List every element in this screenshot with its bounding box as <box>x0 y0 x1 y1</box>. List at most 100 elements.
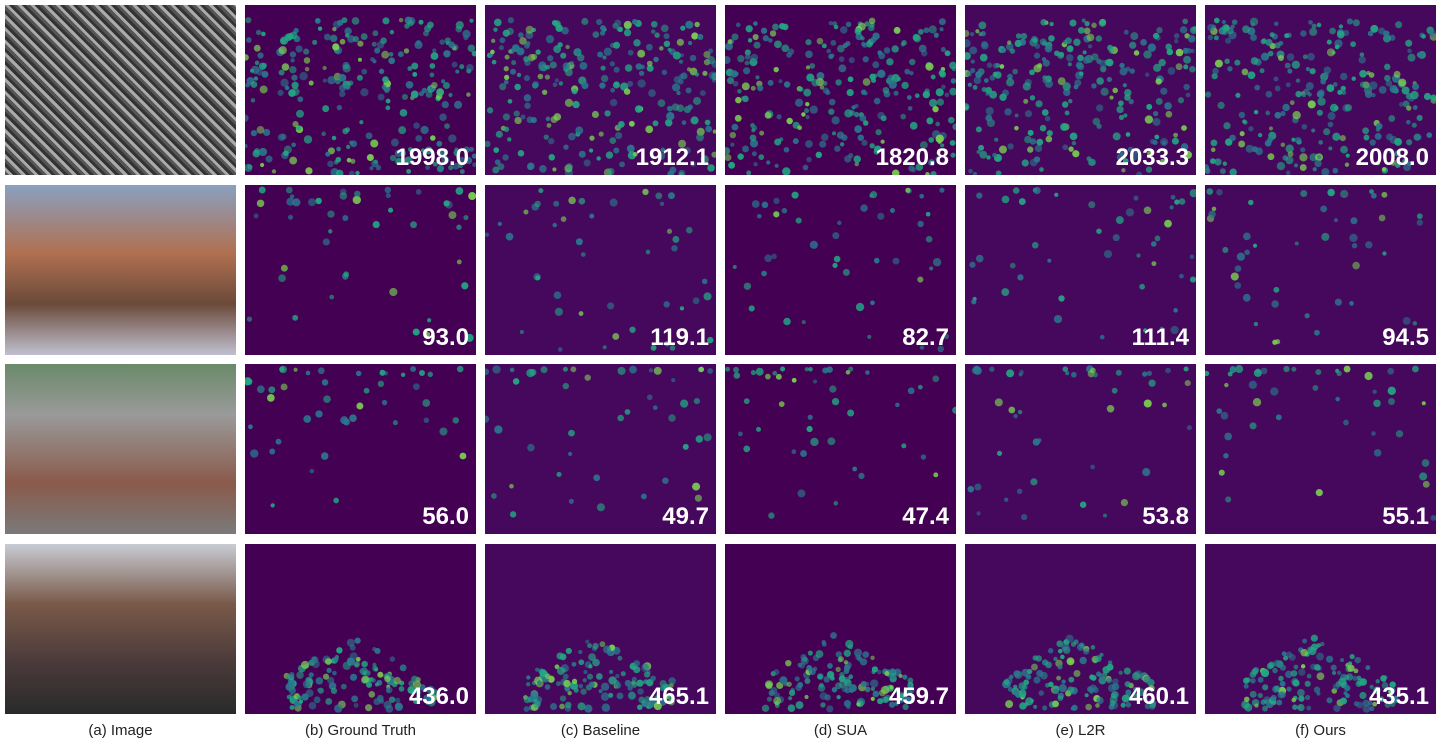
density-blob <box>1352 261 1360 270</box>
density-blob <box>650 345 657 351</box>
density-blob <box>1308 646 1317 656</box>
density-blob <box>641 663 650 672</box>
density-blob <box>792 138 799 145</box>
density-blob <box>419 684 426 691</box>
density-blob <box>1316 22 1322 28</box>
density-blob <box>250 81 258 88</box>
density-blob <box>901 443 907 449</box>
density-blob <box>411 675 419 683</box>
density-blob <box>628 691 636 699</box>
density-blob <box>872 690 880 698</box>
density-blob <box>805 39 812 46</box>
density-blob <box>631 676 637 682</box>
density-blob <box>668 694 675 701</box>
density-blob <box>497 163 505 171</box>
input-image <box>5 5 236 175</box>
density-blob <box>669 683 674 688</box>
density-blob <box>355 370 362 377</box>
density-blob <box>1271 300 1279 308</box>
density-blob <box>1218 27 1227 35</box>
density-blob <box>659 46 664 51</box>
density-blob <box>291 142 296 148</box>
density-blob <box>836 695 841 700</box>
density-blob <box>1049 21 1054 27</box>
density-blob <box>1142 371 1148 377</box>
density-blob <box>291 87 300 96</box>
density-blob <box>317 687 322 693</box>
density-blob <box>965 39 971 48</box>
density-blob <box>1326 39 1332 45</box>
density-blob <box>761 270 767 277</box>
density-blob <box>663 683 671 691</box>
density-blob <box>809 63 816 69</box>
density-blob <box>992 71 998 77</box>
density-blob <box>668 414 676 422</box>
density-blob <box>296 109 304 118</box>
density-blob <box>1163 157 1169 163</box>
density-blob <box>755 426 762 432</box>
density-blob <box>1160 158 1165 164</box>
density-blob <box>1004 108 1012 116</box>
density-blob <box>370 57 375 62</box>
density-blob <box>588 653 596 662</box>
density-blob <box>507 17 514 24</box>
density-blob <box>1121 168 1126 173</box>
density-blob <box>854 125 862 133</box>
density-blob <box>822 87 830 94</box>
density-blob <box>1308 20 1313 25</box>
density-blob <box>399 109 408 117</box>
density-blob <box>262 128 271 137</box>
density-blob <box>786 52 792 58</box>
density-blob <box>848 674 854 680</box>
density-blob <box>534 200 541 208</box>
density-blob <box>245 54 249 61</box>
density-blob <box>1207 34 1214 41</box>
density-blob <box>360 88 369 97</box>
density-blob <box>1369 81 1378 90</box>
density-blob <box>743 398 750 405</box>
density-blob <box>555 681 561 687</box>
density-blob <box>466 92 471 97</box>
density-blob <box>711 151 716 158</box>
density-blob <box>448 165 454 171</box>
density-blob <box>1120 702 1126 708</box>
density-blob <box>388 51 394 57</box>
density-blob <box>1241 700 1250 709</box>
density-blob <box>1276 699 1283 706</box>
density-blob <box>385 98 391 104</box>
density-blob <box>1068 146 1074 152</box>
density-blob <box>385 105 391 111</box>
density-blob <box>554 664 560 670</box>
density-blob <box>1243 683 1249 689</box>
density-blob <box>1219 168 1226 175</box>
density-blob <box>1099 652 1104 657</box>
density-blob <box>909 121 918 130</box>
density-blob <box>868 17 876 25</box>
density-blob <box>856 702 861 707</box>
density-blob <box>373 159 378 164</box>
density-blob <box>499 37 506 44</box>
density-blob <box>1029 69 1035 76</box>
density-blob <box>1410 90 1419 100</box>
density-blob <box>1364 371 1373 381</box>
density-blob <box>798 86 804 92</box>
density-blob <box>838 64 847 73</box>
density-blob <box>1249 671 1257 678</box>
density-blob <box>431 695 438 701</box>
density-blob <box>811 78 820 87</box>
density-blob <box>637 79 646 88</box>
density-blob <box>579 61 588 70</box>
density-blob <box>1224 432 1233 441</box>
density-blob <box>1040 671 1048 680</box>
density-blob <box>1253 321 1259 327</box>
density-blob <box>1323 128 1331 136</box>
density-blob <box>1416 52 1423 58</box>
density-blob <box>1327 121 1334 128</box>
density-blob <box>830 632 837 639</box>
density-blob <box>509 367 515 373</box>
density-blob <box>361 660 368 668</box>
density-blob <box>295 45 303 53</box>
density-blob <box>617 366 626 375</box>
density-blob <box>1326 84 1335 93</box>
density-blob <box>1032 438 1040 446</box>
